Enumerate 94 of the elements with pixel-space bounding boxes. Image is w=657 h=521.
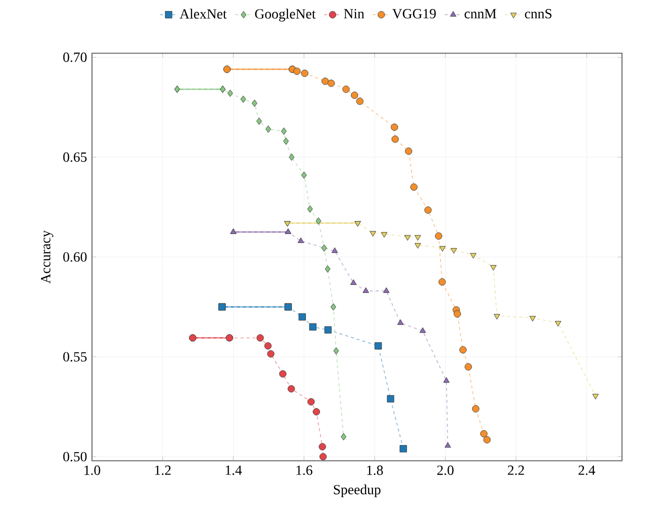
point bbox=[410, 183, 418, 191]
point bbox=[350, 279, 357, 285]
point bbox=[298, 313, 306, 321]
point bbox=[592, 394, 599, 400]
x-tick-label: 2.4 bbox=[578, 466, 596, 475]
point bbox=[444, 442, 451, 448]
point bbox=[374, 342, 382, 350]
x-tick-label: 1.0 bbox=[84, 466, 100, 476]
point bbox=[459, 346, 467, 354]
point bbox=[316, 217, 322, 225]
point bbox=[397, 319, 404, 325]
point bbox=[279, 370, 286, 378]
point bbox=[240, 96, 246, 103]
point bbox=[381, 232, 388, 238]
point bbox=[322, 78, 329, 85]
point bbox=[386, 395, 394, 402]
point bbox=[298, 237, 304, 243]
point bbox=[332, 247, 338, 253]
point bbox=[443, 377, 450, 383]
point bbox=[256, 118, 262, 125]
legend-label: AlexNet bbox=[180, 8, 227, 19]
point bbox=[283, 138, 289, 145]
point bbox=[480, 430, 488, 438]
point bbox=[404, 148, 412, 155]
point bbox=[266, 126, 272, 133]
point bbox=[318, 443, 326, 450]
point bbox=[464, 363, 472, 370]
legend-label: cnnM bbox=[464, 9, 496, 18]
y-axis-title: Accuracy bbox=[41, 230, 54, 284]
y-tick-label: 0.65 bbox=[63, 152, 87, 162]
point bbox=[470, 253, 476, 259]
legend-label: VGG19 bbox=[392, 9, 436, 18]
point bbox=[370, 231, 376, 237]
point bbox=[324, 326, 332, 334]
x-tick-label: 2.2 bbox=[508, 466, 524, 475]
point bbox=[342, 86, 350, 93]
point bbox=[390, 124, 398, 131]
point bbox=[328, 80, 335, 87]
point bbox=[252, 100, 258, 107]
point bbox=[256, 334, 264, 342]
point bbox=[350, 92, 358, 99]
point bbox=[312, 408, 320, 416]
point bbox=[330, 303, 336, 311]
x-tick-label: 1.2 bbox=[155, 466, 171, 475]
point bbox=[383, 287, 390, 293]
point bbox=[307, 398, 315, 406]
point bbox=[324, 265, 330, 273]
point bbox=[392, 136, 399, 143]
point bbox=[301, 70, 308, 77]
point bbox=[356, 98, 364, 105]
legend-label: cnnS bbox=[524, 9, 552, 18]
x-tick-label: 2.0 bbox=[437, 466, 454, 476]
point bbox=[434, 232, 442, 240]
x-axis-title: Speedup bbox=[334, 484, 380, 498]
point bbox=[424, 206, 432, 214]
point bbox=[554, 320, 562, 327]
point bbox=[490, 265, 497, 271]
y-tick-label: 0.60 bbox=[63, 252, 87, 262]
point bbox=[420, 327, 426, 333]
point bbox=[494, 314, 500, 320]
point bbox=[483, 436, 491, 444]
point bbox=[293, 68, 301, 75]
point bbox=[438, 278, 446, 286]
point bbox=[309, 323, 316, 331]
x-tick-label: 1.4 bbox=[226, 466, 242, 475]
point bbox=[288, 385, 295, 392]
y-tick-label: 0.55 bbox=[63, 352, 87, 362]
point bbox=[404, 235, 411, 241]
point bbox=[414, 243, 421, 249]
point bbox=[450, 248, 457, 254]
y-tick-label: 0.70 bbox=[63, 52, 87, 62]
point bbox=[454, 310, 461, 318]
x-tick-label: 1.8 bbox=[367, 466, 383, 476]
point bbox=[288, 154, 294, 161]
point bbox=[321, 244, 327, 252]
point bbox=[400, 445, 407, 452]
point bbox=[529, 316, 536, 322]
point bbox=[281, 128, 287, 135]
point bbox=[362, 287, 370, 293]
y-tick-label: 0.50 bbox=[63, 452, 87, 462]
point bbox=[227, 90, 233, 97]
point bbox=[264, 342, 272, 350]
point bbox=[414, 235, 421, 241]
point bbox=[333, 347, 339, 354]
point bbox=[439, 246, 446, 252]
legend-label: Nin bbox=[344, 9, 364, 18]
point bbox=[267, 350, 274, 358]
point bbox=[319, 453, 327, 460]
point bbox=[301, 171, 307, 179]
point bbox=[307, 205, 313, 213]
x-tick-label: 1.6 bbox=[296, 466, 312, 475]
point bbox=[340, 433, 346, 440]
legend-label: GoogleNet bbox=[255, 8, 316, 22]
point bbox=[472, 405, 480, 412]
